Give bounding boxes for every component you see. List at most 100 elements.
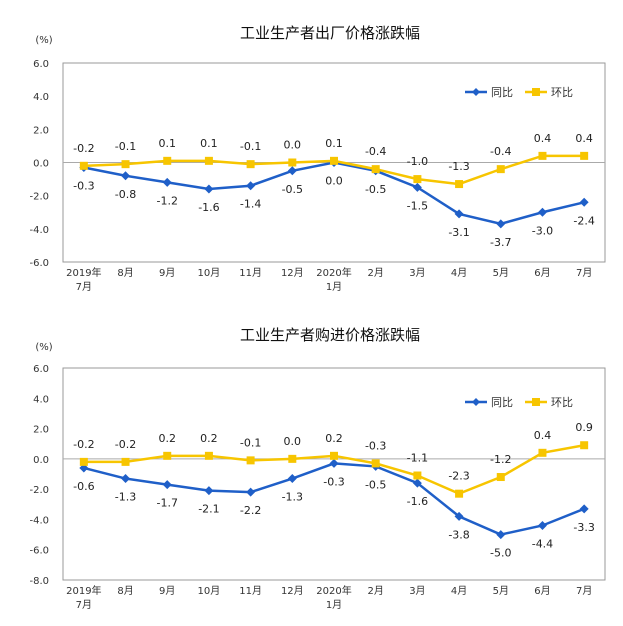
data-label-mom: -1.1 <box>407 452 428 465</box>
data-point-mom <box>538 151 547 160</box>
x-tick-label: 2019年 <box>66 266 101 279</box>
data-point-mom <box>455 489 464 498</box>
data-point-mom <box>288 454 297 463</box>
data-point-mom <box>455 180 464 189</box>
y-tick-label: 4.0 <box>33 92 49 103</box>
x-tick-label: 4月 <box>451 585 467 597</box>
data-point-mom <box>580 151 589 160</box>
data-point-yoy <box>246 487 256 497</box>
data-label-yoy: -1.7 <box>156 497 177 510</box>
y-tick-label: 4.0 <box>33 394 49 405</box>
data-label-yoy: -0.3 <box>323 475 344 488</box>
data-point-mom <box>288 158 297 167</box>
chart-svg: 工业生产者出厂价格涨跌幅 (%) 6.0 4.0 2.0 0.0 -2.0 -4.0 -6.0 2… <box>29 24 606 293</box>
x-tick-label: 7月 <box>576 585 592 597</box>
y-tick-label: -8.0 <box>29 576 49 587</box>
data-label-mom: -1.2 <box>490 453 511 466</box>
data-point-mom <box>413 471 422 480</box>
x-tick-label: 5月 <box>493 267 509 279</box>
data-label-yoy: -1.6 <box>407 495 428 508</box>
y-tick-label: 6.0 <box>33 59 49 70</box>
data-label-yoy: -3.0 <box>532 224 553 237</box>
data-point-yoy <box>162 177 172 187</box>
x-tick-label: 2020年 <box>316 266 351 279</box>
data-label-mom: -0.4 <box>490 145 511 158</box>
chart-svg: 工业生产者购进价格涨跌幅 (%) 6.0 4.0 2.0 0.0 -2.0 -4.0 -6.0 -… <box>29 326 606 611</box>
ppi-purchase-chart: 工业生产者购进价格涨跌幅 (%) 6.0 4.0 2.0 0.0 -2.0 -4.0 -6.0 -… <box>0 312 623 626</box>
data-label-yoy: -1.3 <box>115 491 136 504</box>
data-point-yoy <box>579 504 589 514</box>
data-point-yoy <box>162 480 172 490</box>
x-tick-label: 11月 <box>239 585 262 597</box>
data-label-yoy: -5.0 <box>490 547 511 560</box>
legend-marker-yoy <box>472 88 480 96</box>
data-point-yoy <box>412 182 422 192</box>
data-label-mom: -0.2 <box>115 438 136 451</box>
data-label-yoy: -1.4 <box>240 198 261 211</box>
legend-label-mom: 环比 <box>551 396 573 409</box>
data-label-mom: -1.0 <box>407 155 428 168</box>
data-point-yoy <box>496 219 506 229</box>
data-label-mom: 0.0 <box>284 139 302 152</box>
data-point-yoy <box>412 478 422 488</box>
x-tick-label: 8月 <box>117 585 133 597</box>
data-label-yoy: -3.7 <box>490 236 511 249</box>
data-label-mom: 0.0 <box>284 435 302 448</box>
data-point-yoy <box>204 486 214 496</box>
data-point-mom <box>371 459 380 468</box>
chart-title: 工业生产者购进价格涨跌幅 <box>240 326 420 344</box>
data-label-mom: 0.2 <box>158 432 176 445</box>
x-tick-label: 9月 <box>159 585 175 597</box>
data-point-yoy <box>329 458 339 468</box>
data-label-yoy: -1.6 <box>198 201 219 214</box>
y-tick-label: -2.0 <box>29 485 49 496</box>
data-label-mom: 0.1 <box>158 137 176 150</box>
x-tick-label: 7月 <box>76 599 92 611</box>
x-tick-label: 10月 <box>198 267 221 279</box>
data-point-yoy <box>121 171 131 181</box>
data-point-mom <box>79 457 88 466</box>
data-label-mom: 0.4 <box>534 132 552 145</box>
legend-label-yoy: 同比 <box>491 396 513 409</box>
y-tick-label: -4.0 <box>29 225 49 236</box>
data-point-yoy <box>454 511 464 521</box>
x-tick-label: 2月 <box>368 267 384 279</box>
data-label-yoy: -2.1 <box>198 503 219 516</box>
data-label-yoy: -2.2 <box>240 504 261 517</box>
x-tick-label: 2020年 <box>316 584 351 597</box>
data-point-mom <box>371 165 380 174</box>
data-label-yoy: -0.5 <box>282 183 303 196</box>
y-tick-label: -2.0 <box>29 192 49 203</box>
x-tick-label: 12月 <box>281 585 304 597</box>
data-point-yoy <box>496 530 506 540</box>
data-point-mom <box>204 156 213 165</box>
data-label-yoy: -4.4 <box>532 537 553 550</box>
x-tick-label: 3月 <box>409 267 425 279</box>
x-tick-label: 5月 <box>493 585 509 597</box>
plot-frame <box>62 367 606 581</box>
x-tick-label: 3月 <box>409 585 425 597</box>
data-point-yoy <box>454 209 464 219</box>
x-tick-label: 6月 <box>534 267 550 279</box>
x-tick-label: 7月 <box>576 267 592 279</box>
data-point-yoy <box>204 184 214 194</box>
data-label-mom: 0.9 <box>575 421 593 434</box>
y-tick-label: -6.0 <box>29 258 49 269</box>
data-label-yoy: -1.5 <box>407 199 428 212</box>
x-tick-label: 10月 <box>198 585 221 597</box>
y-tick-label: -4.0 <box>29 515 49 526</box>
data-label-mom: 0.2 <box>200 432 218 445</box>
data-label-mom: -2.3 <box>448 470 469 483</box>
y-tick-label: 2.0 <box>33 125 49 136</box>
x-tick-label: 11月 <box>239 267 262 279</box>
data-label-yoy: -0.8 <box>115 188 136 201</box>
data-point-yoy <box>537 520 547 530</box>
data-point-mom <box>330 451 338 460</box>
x-tick-label: 1月 <box>326 281 342 293</box>
data-label-mom: 0.1 <box>200 137 218 150</box>
data-point-mom <box>121 160 130 169</box>
data-point-mom <box>204 451 213 460</box>
data-label-mom: -0.1 <box>240 436 261 449</box>
data-label-mom: -0.1 <box>115 140 136 153</box>
data-label-yoy: -0.3 <box>73 179 94 192</box>
